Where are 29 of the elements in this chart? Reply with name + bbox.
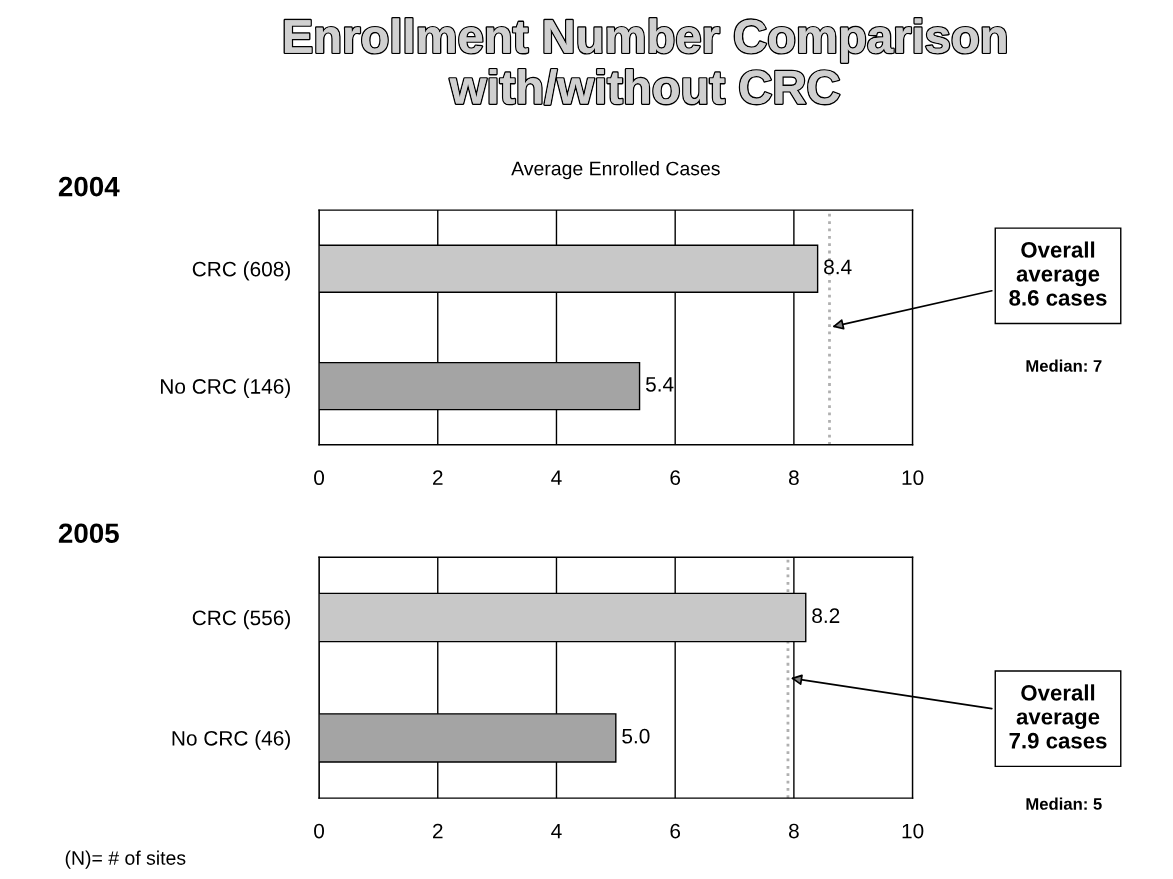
ref-line-label: Overall average 8.6 cases xyxy=(1009,241,1107,306)
x-tick-label: 6 xyxy=(670,470,681,486)
x-tick-label: 10 xyxy=(902,823,924,839)
x-tick-label: 8 xyxy=(789,823,799,839)
x-tick-label: 0 xyxy=(314,823,325,839)
x-tick-label: 2 xyxy=(433,823,443,839)
text: 2005 xyxy=(58,523,119,544)
y-tick-label: No CRC (46) xyxy=(172,730,290,750)
text: Median: 5 xyxy=(1026,797,1102,810)
x-tick-label: 2 xyxy=(433,470,443,485)
x-tick-label: 8 xyxy=(789,470,799,486)
y-tick-label: No CRC (146) xyxy=(161,378,290,398)
text: 2004 xyxy=(58,176,120,197)
data-label: 8.4 xyxy=(824,259,852,275)
x-tick-label: 10 xyxy=(902,470,924,486)
text: (N)= # of sites xyxy=(65,850,186,869)
text: Median: 7 xyxy=(1026,359,1102,372)
y-tick-label: CRC (608) xyxy=(192,261,290,281)
y-tick-label: CRC (556) xyxy=(192,609,290,630)
data-label: 8.2 xyxy=(812,608,840,624)
x-tick-label: 6 xyxy=(670,823,681,839)
x-tick-label: 4 xyxy=(551,823,562,839)
data-label: 5.4 xyxy=(645,377,674,392)
x-tick-label: 4 xyxy=(551,470,562,485)
chart-title: Enrollment Number Comparison with/without CRC xyxy=(284,18,1006,105)
data-label: 5.0 xyxy=(622,728,650,744)
ref-line-label: Overall average 7.9 cases xyxy=(1009,684,1107,749)
x-axis-title: Average Enrolled Cases xyxy=(511,161,720,180)
x-tick-label: 0 xyxy=(314,470,325,486)
